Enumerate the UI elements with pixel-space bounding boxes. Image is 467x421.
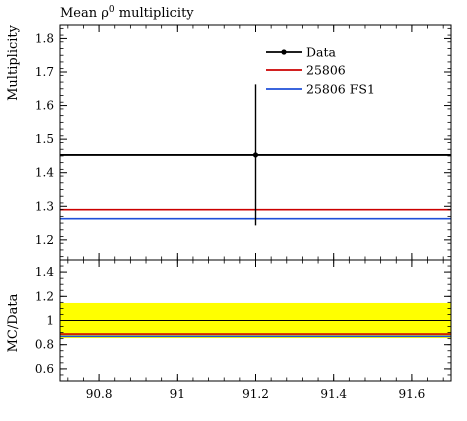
chart-title-main: Mean ρ — [60, 6, 109, 21]
ratio-y-tick-label: 0.8 — [35, 338, 54, 352]
x-tick-label: 91.4 — [320, 387, 347, 401]
x-tick-label: 90.8 — [86, 387, 113, 401]
main-panel: 1.2 1.3 1.4 1.5 1.6 1.7 1.8 Multiplicity — [6, 24, 452, 261]
main-y-tick-label: 1.5 — [35, 132, 54, 146]
legend-marker — [281, 49, 287, 55]
ratio-y-axis-label: MC/Data — [6, 293, 21, 352]
main-y-tick-label: 1.6 — [35, 99, 54, 113]
legend-entry-data: Data — [266, 45, 336, 60]
ratio-y-tick-label: 1.2 — [35, 289, 54, 303]
legend-entry-25806: 25806 — [266, 63, 346, 78]
legend: Data 25806 25806 FS1 — [266, 45, 375, 97]
main-y-axis: 1.2 1.3 1.4 1.5 1.6 1.7 1.8 — [35, 27, 451, 258]
ratio-y-tick-label: 0.6 — [35, 362, 54, 376]
legend-label: 25806 — [306, 63, 346, 78]
main-plot-area — [60, 84, 451, 226]
main-y-axis-label: Multiplicity — [6, 24, 21, 101]
ratio-y-tick-label: 1 — [46, 314, 54, 328]
x-tick-label: 91 — [170, 387, 185, 401]
ratio-y-axis: 0.6 0.8 1 1.2 1.4 — [35, 265, 451, 376]
main-y-tick-label: 1.4 — [35, 166, 54, 180]
chart-title: Mean ρ0 multiplicity — [60, 5, 194, 21]
main-y-tick-label: 1.8 — [35, 31, 54, 45]
ratio-plot-area — [60, 302, 451, 339]
main-x-axis — [67, 25, 444, 260]
x-tick-label: 91.6 — [399, 387, 426, 401]
main-y-tick-label: 1.3 — [35, 199, 54, 213]
main-y-tick-label: 1.7 — [35, 65, 54, 79]
chart-title-superscript: 0 — [109, 5, 115, 15]
data-point — [252, 152, 259, 158]
ratio-y-tick-label: 1.4 — [35, 265, 54, 279]
main-y-tick-label: 1.2 — [35, 233, 54, 247]
ratio-panel: 0.6 0.8 1 1.2 1.4 90.8 91 91.2 91.4 91.6 MC/Data — [6, 259, 452, 401]
chart-title-suffix: multiplicity — [115, 6, 195, 21]
ratio-x-axis: 90.8 91 91.2 91.4 91.6 — [67, 260, 444, 401]
x-tick-label: 91.2 — [242, 387, 269, 401]
legend-label: 25806 FS1 — [306, 82, 375, 97]
legend-entry-25806-fs1: 25806 FS1 — [266, 82, 375, 97]
legend-label: Data — [306, 45, 336, 60]
